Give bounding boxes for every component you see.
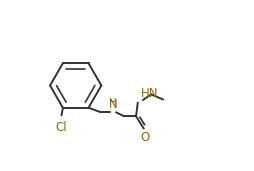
Text: HN: HN [141, 87, 158, 100]
Text: H: H [109, 98, 117, 108]
Text: O: O [140, 131, 149, 144]
Text: Cl: Cl [56, 121, 67, 134]
Text: N: N [109, 98, 118, 111]
